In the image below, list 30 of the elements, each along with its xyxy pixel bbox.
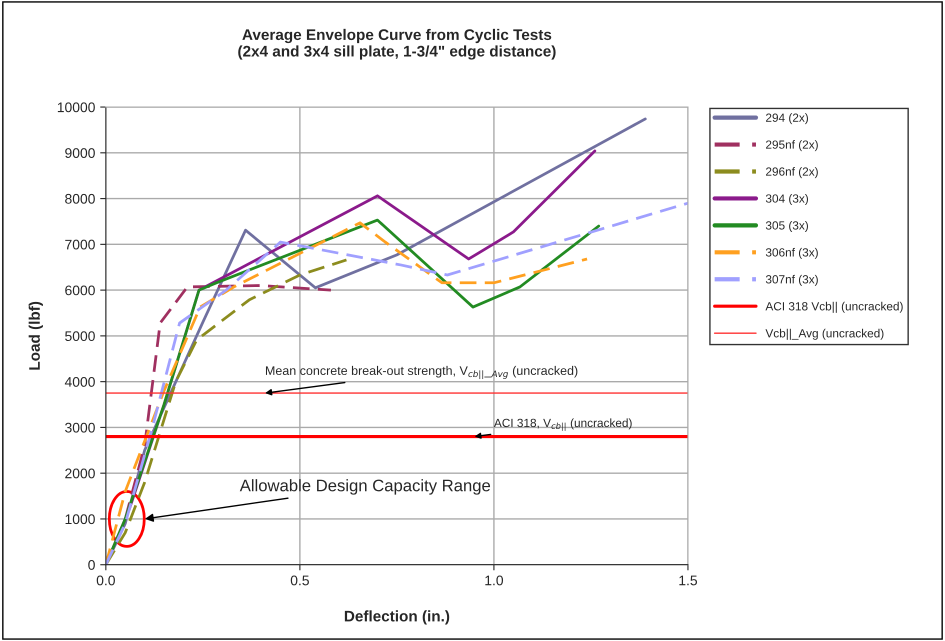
y-tick-label: 8000 xyxy=(65,194,95,204)
annotation: Allowable Design Capacity Range xyxy=(240,479,490,495)
legend-label: Vcb||_Avg (uncracked) xyxy=(765,328,884,340)
chart-title: Average Envelope Curve from Cyclic Tests (2x4 and 3x4 sill plate, 1-3/4" edge distance) xyxy=(238,28,556,60)
y-tick-label: 1000 xyxy=(66,514,95,524)
x-tick-label: 0.5 xyxy=(290,576,309,586)
y-tick-label: 6000 xyxy=(65,285,95,296)
y-tick-label: 2000 xyxy=(65,468,95,478)
legend-label: 294 (2x) xyxy=(766,113,808,124)
x-axis-title: Deflection (in.) xyxy=(344,610,450,625)
y-tick-label: 5000 xyxy=(65,331,95,342)
y-tick-label: 7000 xyxy=(65,240,95,250)
y-tick-label: 3000 xyxy=(65,422,95,433)
y-tick-label: 9000 xyxy=(65,148,95,158)
annotation: ACI 318, V$_{cb||}$ (uncracked) xyxy=(494,418,632,431)
x-tick-label: 1.5 xyxy=(679,576,698,586)
legend-label: 295nf (2x) xyxy=(766,140,818,152)
legend-label: 306nf (3x) xyxy=(766,248,818,259)
x-tick-label: 0.0 xyxy=(96,576,115,586)
legend-label: 305 (3x) xyxy=(766,220,808,232)
legend-label: 307nf (3x) xyxy=(766,274,818,286)
legend-label: 304 (3x) xyxy=(766,194,808,206)
legend-label: 296nf (2x) xyxy=(766,167,818,178)
annotation: Mean concrete break-out strength, V$_{cb||}$_$_{Avg}$ (uncracked) xyxy=(266,366,578,380)
legend-label: ACI 318 Vcb|| (uncracked) xyxy=(765,302,903,313)
y-tick-label: 0 xyxy=(88,560,95,570)
y-axis-title: Load (lbf) xyxy=(28,302,43,370)
y-tick-label: 4000 xyxy=(64,376,95,387)
x-tick-label: 1.0 xyxy=(485,576,504,586)
y-tick-label: 10000 xyxy=(58,102,95,112)
